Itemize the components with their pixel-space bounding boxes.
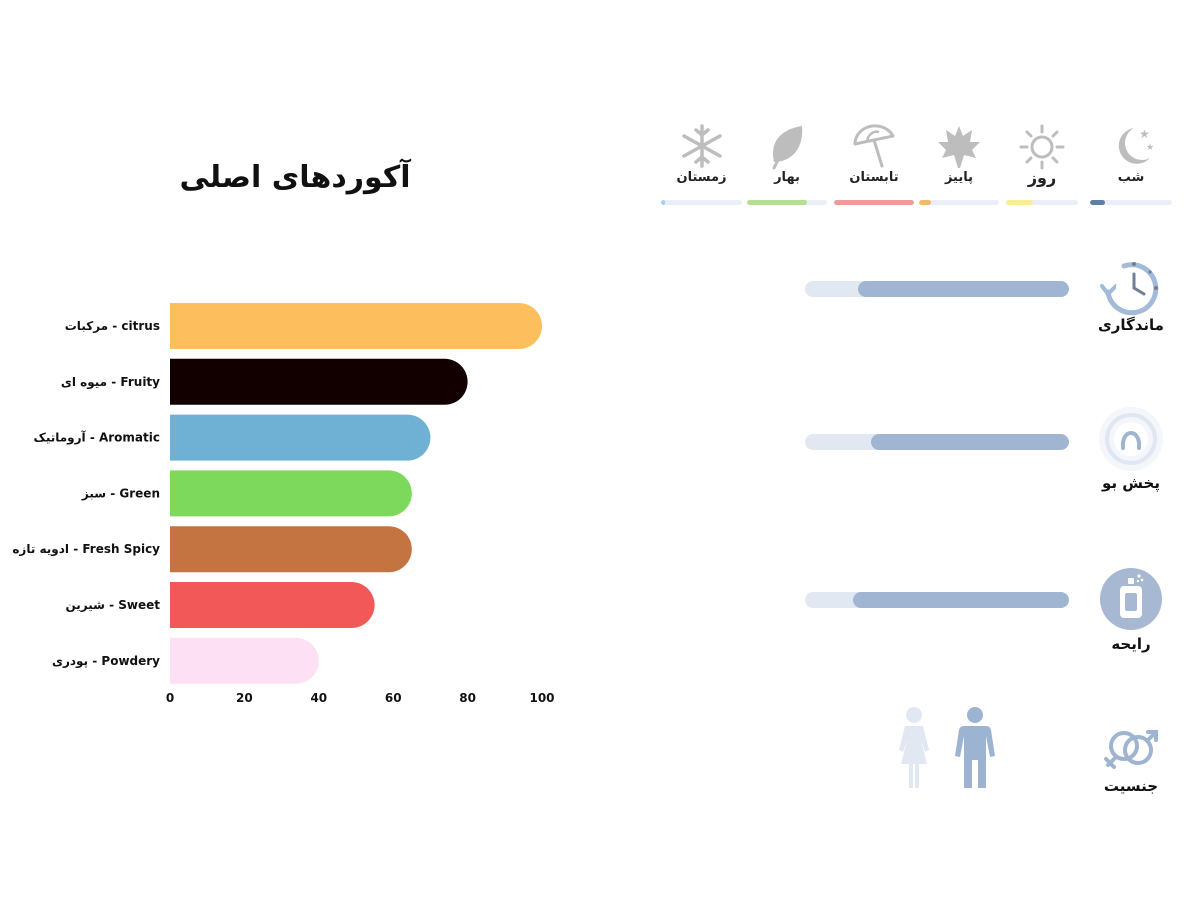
attr-bar-longevity xyxy=(805,281,1069,297)
category-label: پودری - Powdery xyxy=(52,654,160,669)
season-bar-night xyxy=(1090,200,1172,205)
category-label: شیرین - Sweet xyxy=(65,598,160,612)
svg-text:★: ★ xyxy=(1139,127,1150,141)
x-tick-label: 80 xyxy=(459,691,476,705)
season-bar-day xyxy=(1006,200,1078,205)
category-label: مرکبات - citrus xyxy=(65,319,160,333)
attr-label-sillage: پخش بو xyxy=(1102,474,1160,492)
bar-1 xyxy=(170,303,542,349)
attr-label-projection: رایحه xyxy=(1111,635,1151,653)
season-label-summer: تابستان xyxy=(849,170,899,185)
x-tick-label: 20 xyxy=(236,691,253,705)
leaf-icon xyxy=(772,126,803,170)
season-label-autumn: پاییز xyxy=(944,170,974,185)
category-label: آروماتیک - Aromatic xyxy=(34,430,160,446)
season-label-day: روز xyxy=(1027,168,1057,187)
x-tick-label: 40 xyxy=(310,691,327,705)
category-label: ادویه تازه - Fresh Spicy xyxy=(12,542,160,557)
svg-text:★: ★ xyxy=(1146,143,1154,153)
season-night: ★ ★ شب xyxy=(1090,122,1172,212)
accords-bar-chart: مرکبات - citrus میوه ای - Fruity آروماتیک … xyxy=(12,303,555,705)
season-label-winter: زمستان xyxy=(676,170,727,185)
perfume-bottle-icon xyxy=(1100,568,1162,630)
clock-icon xyxy=(1100,262,1159,316)
attr-label-gender: جنسیت xyxy=(1103,777,1159,795)
female-figure-icon xyxy=(899,707,929,788)
gender-icon xyxy=(1104,730,1158,769)
chart-title: آکوردهای اصلی xyxy=(179,160,411,195)
sun-icon xyxy=(1019,124,1065,170)
bar-2 xyxy=(170,358,468,405)
bar-4 xyxy=(170,470,412,517)
season-bar-winter xyxy=(661,200,742,205)
moon-stars-icon: ★ ★ xyxy=(1118,127,1154,164)
season-bar-summer xyxy=(834,200,914,205)
attr-bar-projection xyxy=(805,592,1069,608)
attr-label-longevity: ماندگاری xyxy=(1098,316,1164,334)
bar-7 xyxy=(170,637,319,684)
category-label: سبز - Green xyxy=(81,486,160,500)
bar-5 xyxy=(170,526,412,573)
season-bar-autumn xyxy=(919,200,999,205)
season-winter: زمستان xyxy=(661,122,742,212)
maple-leaf-icon xyxy=(938,126,980,168)
x-tick-label: 0 xyxy=(166,691,174,705)
season-spring: بهار xyxy=(747,122,827,212)
category-label: میوه ای - Fruity xyxy=(61,375,160,390)
season-label-spring: بهار xyxy=(774,170,800,185)
x-tick-label: 100 xyxy=(529,691,554,705)
season-day: روز xyxy=(1006,122,1078,212)
beach-umbrella-icon xyxy=(853,124,895,168)
snowflake-icon xyxy=(681,124,722,168)
season-bar-spring xyxy=(747,200,827,205)
male-figure-icon xyxy=(955,707,995,788)
season-autumn: پاییز xyxy=(919,122,999,212)
attr-bar-sillage xyxy=(805,434,1069,450)
bar-3 xyxy=(170,414,431,461)
bar-6 xyxy=(170,582,375,628)
x-tick-label: 60 xyxy=(385,691,402,705)
sillage-icon xyxy=(1099,407,1163,471)
season-summer: تابستان xyxy=(834,122,914,212)
season-label-night: شب xyxy=(1117,170,1145,185)
